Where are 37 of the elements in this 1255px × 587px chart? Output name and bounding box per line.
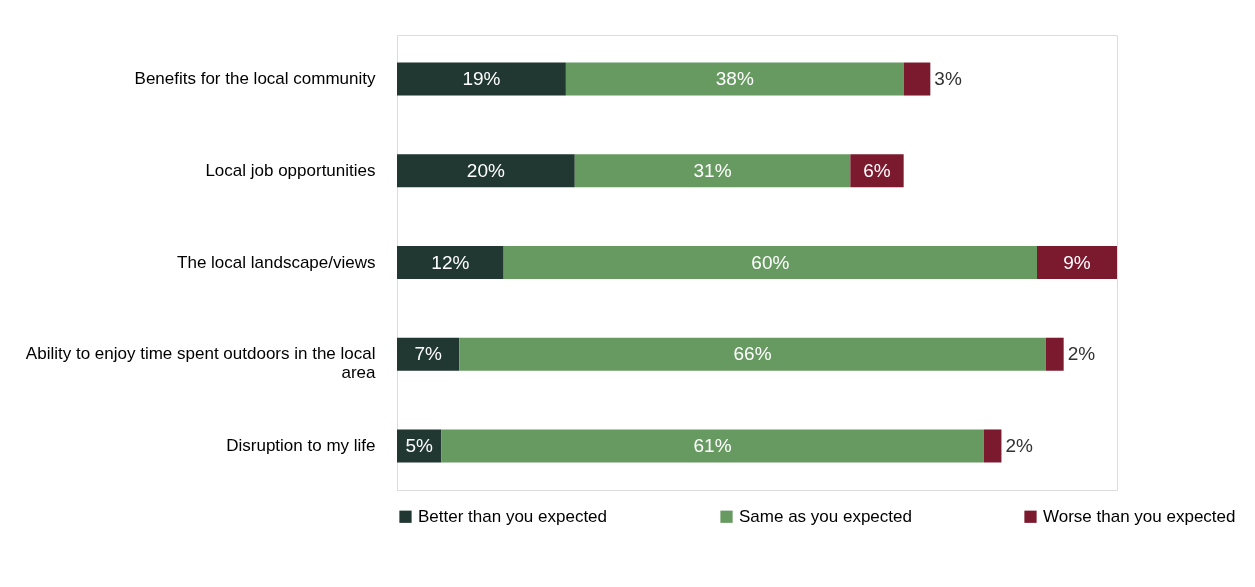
data-label: 61% <box>693 434 732 456</box>
data-label: 60% <box>751 251 790 273</box>
data-label: 66% <box>733 343 772 365</box>
bar <box>574 154 851 188</box>
bar <box>983 429 1002 463</box>
y-tick-label: Local job opportunities <box>205 160 376 180</box>
data-label: 12% <box>431 251 470 273</box>
y-tick-label: Benefits for the local community <box>134 69 376 89</box>
bar <box>850 154 904 188</box>
data-label: 19% <box>462 68 501 90</box>
y-tick-label: Disruption to my life <box>226 435 376 455</box>
bar <box>565 62 904 96</box>
bar <box>1045 337 1064 371</box>
y-tick-label: Ability to enjoy time spent outdoors in the local area <box>25 344 377 383</box>
data-label: 9% <box>1063 251 1091 273</box>
legend-label: Same as you expected <box>739 506 912 526</box>
data-label: 7% <box>414 343 442 365</box>
bar <box>397 154 575 188</box>
y-tick-label: The local landscape/views <box>177 252 376 272</box>
bar <box>397 337 460 371</box>
data-label: 2% <box>1005 434 1034 456</box>
data-label: 31% <box>693 159 732 181</box>
bar <box>441 429 984 463</box>
data-label: 2% <box>1067 343 1096 365</box>
data-label: 38% <box>715 68 754 90</box>
legend-label: Better than you expected <box>418 506 608 526</box>
bar <box>903 62 931 96</box>
bar <box>397 245 504 280</box>
data-label: 20% <box>466 159 506 181</box>
data-label: 3% <box>934 68 962 90</box>
bar <box>1037 245 1117 280</box>
data-label: 5% <box>405 434 434 456</box>
bar <box>459 337 1046 371</box>
bar <box>397 62 566 96</box>
data-label: 6% <box>863 159 891 181</box>
legend-label: Worse than you expected <box>1043 506 1236 526</box>
bar <box>503 245 1037 280</box>
